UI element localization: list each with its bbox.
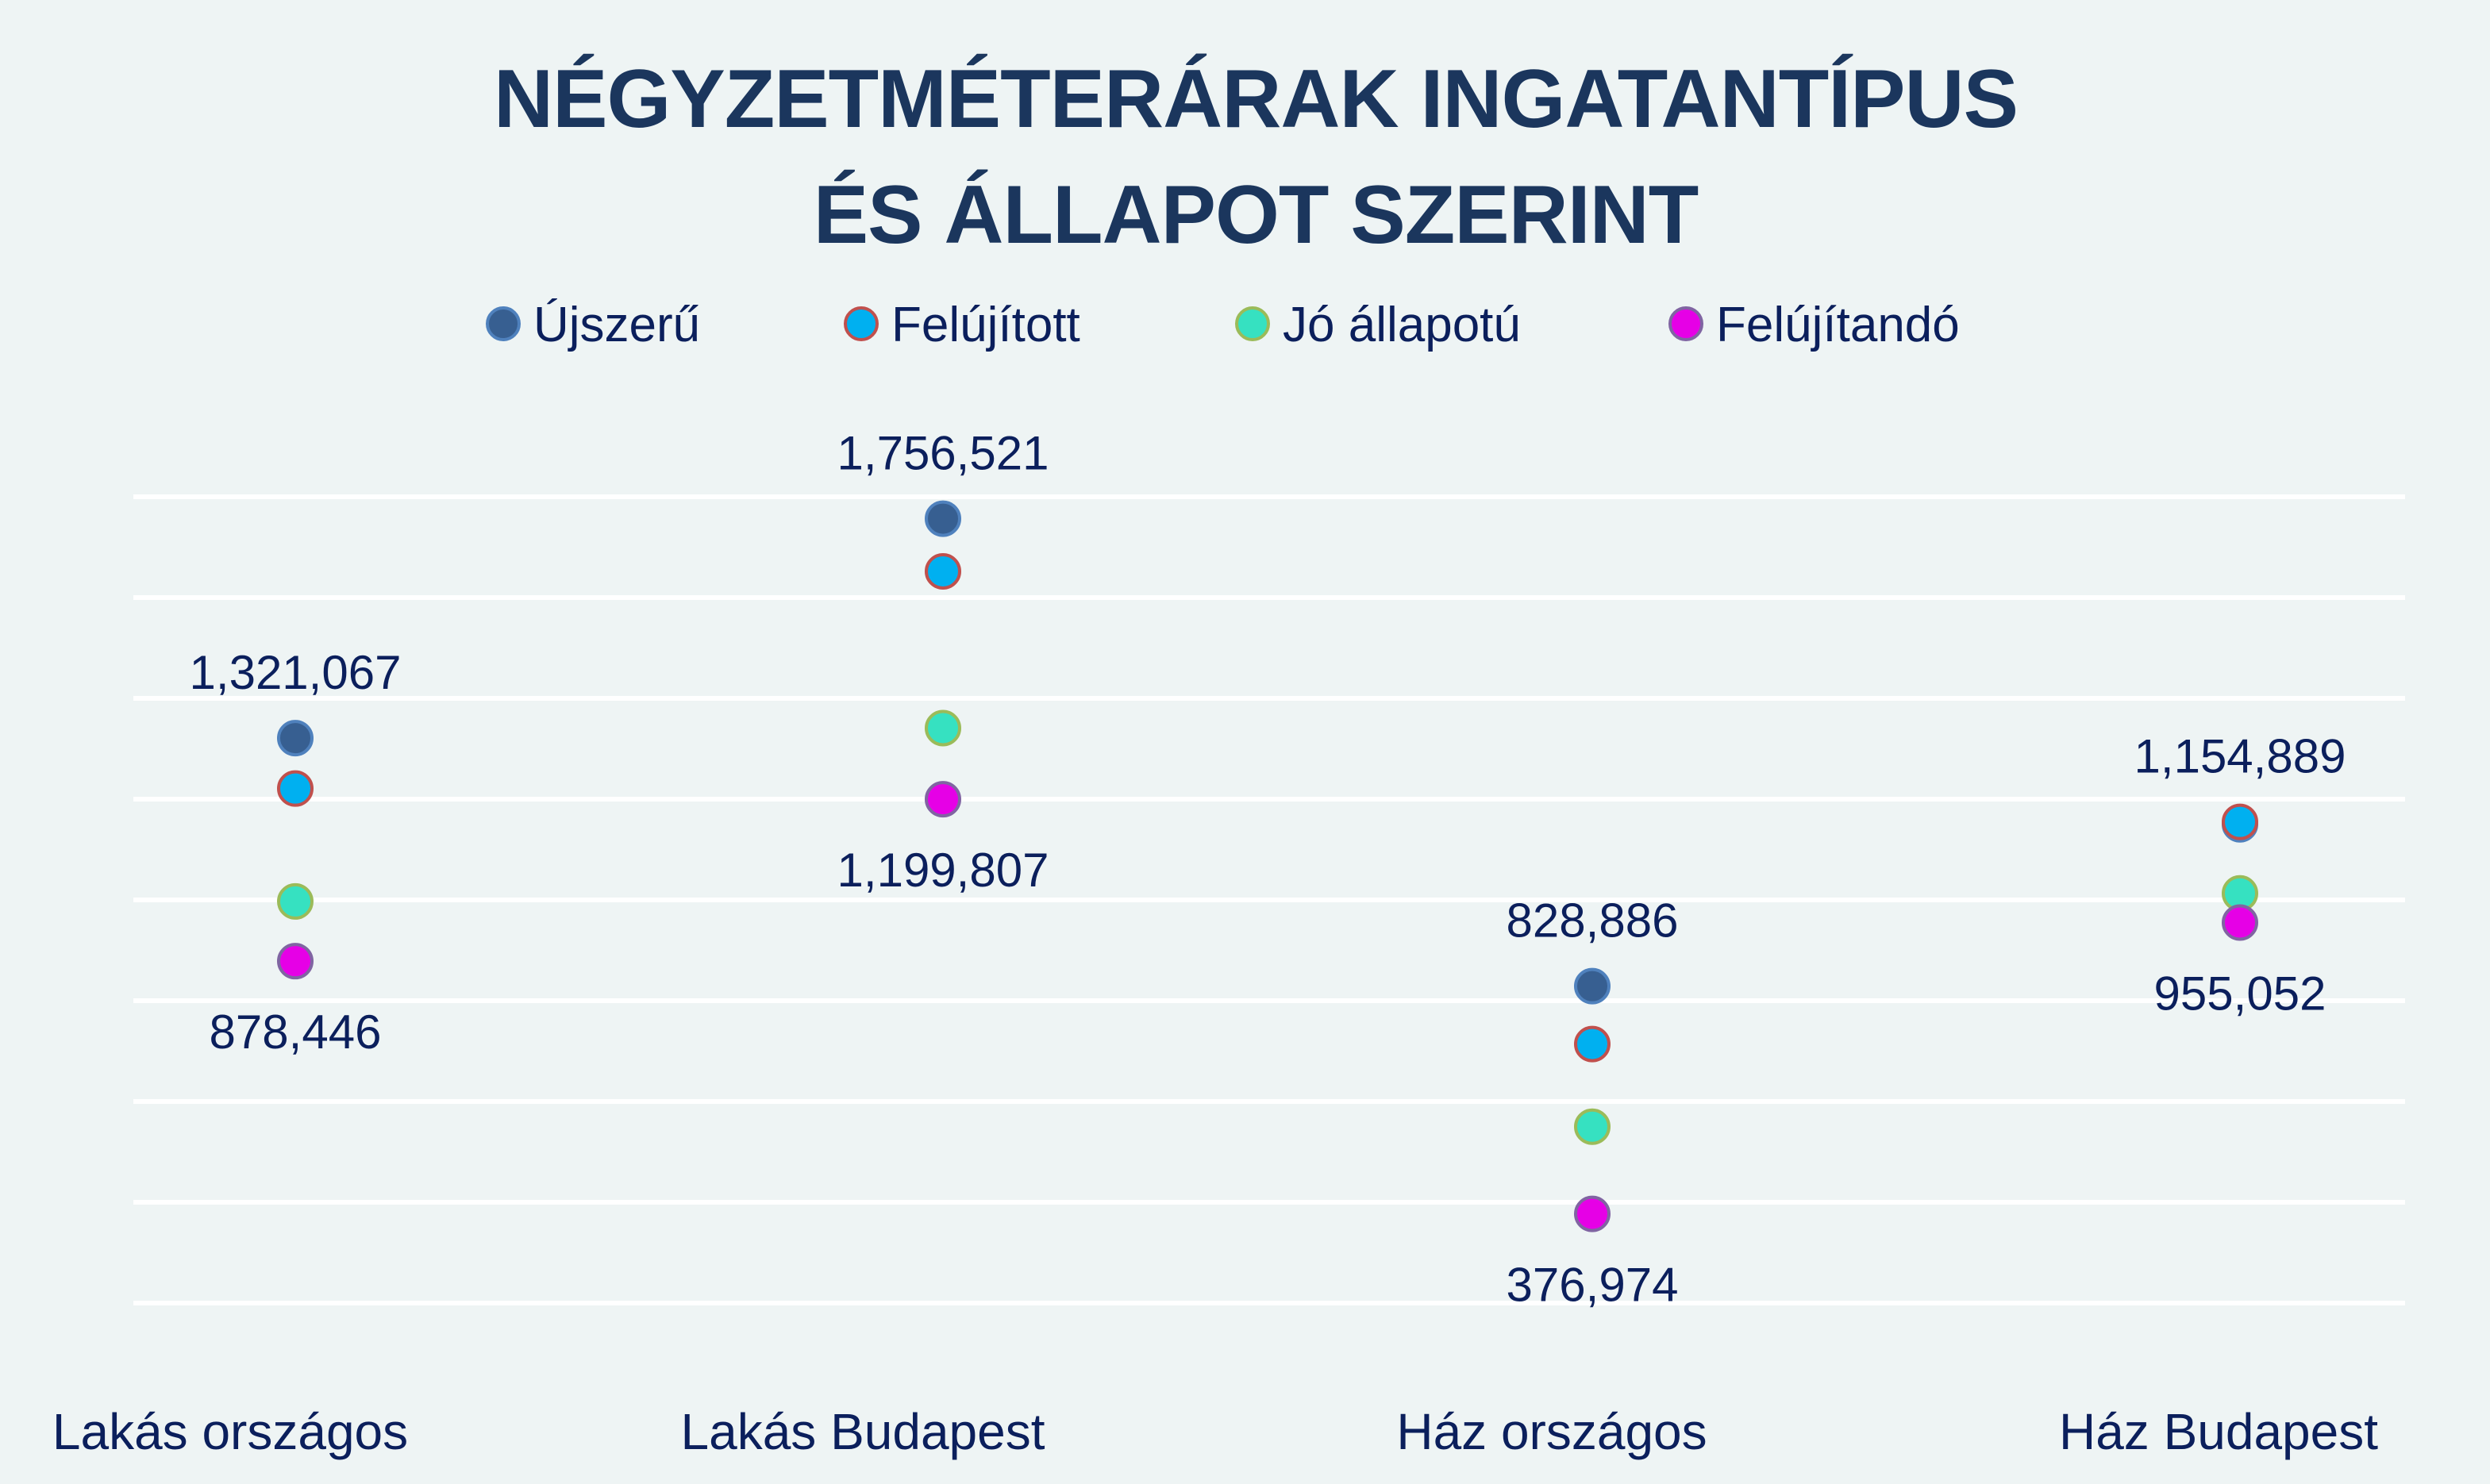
gridlines [133,494,2405,1305]
data-label-above-haz-orszagos: 828,886 [1507,894,1679,948]
legend-marker-icon [1668,306,1703,341]
legend-marker-icon [1235,306,1270,341]
point-jo-allapotu-lakas-budapest[interactable] [925,709,961,747]
legend-label: Újszerű [533,298,700,352]
point-ujszeru-haz-orszagos[interactable] [1574,967,1611,1005]
category-label-lakas-budapest: Lakás Budapest [681,1403,1045,1460]
point-ujszeru-lakas-orszagos[interactable] [277,720,314,757]
category-label-lakas-orszagos: Lakás országos [52,1403,408,1460]
legend-item-felujitott[interactable]: Felújított [844,298,1080,352]
legend-marker-icon [486,306,521,341]
point-felujitott-lakas-budapest[interactable] [925,552,961,590]
point-felujitott-lakas-orszagos[interactable] [277,770,314,807]
legend-label: Felújított [891,298,1080,352]
legend-item-jo-allapotu[interactable]: Jó állapotú [1235,298,1521,352]
data-label-above-lakas-budapest: 1,756,521 [837,427,1049,480]
data-points [277,500,2258,1232]
chart-title: NÉGYZETMÉTERÁRAK INGATANTÍPUS ÉS ÁLLAPOT… [494,53,2019,261]
point-felujitando-haz-orszagos[interactable] [1574,1195,1611,1232]
data-label-above-lakas-orszagos: 1,321,067 [190,646,402,699]
point-jo-allapotu-lakas-orszagos[interactable] [277,882,314,920]
legend-label: Felújítandó [1716,298,1960,352]
legend: Újszerű Felújított Jó állapotú Felújítandó [486,298,1960,352]
category-label-haz-budapest: Ház Budapest [2059,1403,2378,1460]
legend-item-ujszeru[interactable]: Újszerű [486,298,700,352]
title-line-1: NÉGYZETMÉTERÁRAK INGATANTÍPUS [494,53,2018,145]
data-label-below-haz-budapest: 955,052 [2154,967,2326,1021]
category-label-haz-orszagos: Ház országos [1396,1403,1707,1460]
title-line-2: ÉS ÁLLAPOT SZERINT [814,169,1699,261]
data-label-above-haz-budapest: 1,154,889 [2134,730,2346,783]
point-felujitott-haz-orszagos[interactable] [1574,1025,1611,1063]
legend-label: Jó állapotú [1283,298,1521,352]
data-labels: 1,321,067 878,446 1,756,521 1,199,807 828,88… [190,427,2346,1312]
point-felujitando-lakas-orszagos[interactable] [277,943,314,980]
data-label-below-haz-orszagos: 376,974 [1507,1259,1679,1312]
point-felujitott-haz-budapest[interactable] [2222,803,2258,840]
point-felujitando-haz-budapest[interactable] [2222,904,2258,941]
point-jo-allapotu-haz-orszagos[interactable] [1574,1108,1611,1145]
category-axis-labels: Lakás országos Lakás Budapest Ház országos… [52,1403,2378,1460]
point-ujszeru-lakas-budapest[interactable] [925,500,961,537]
legend-marker-icon [844,306,879,341]
data-label-below-lakas-orszagos: 878,446 [210,1005,382,1059]
legend-item-felujitando[interactable]: Felújítandó [1668,298,1960,352]
data-label-below-lakas-budapest: 1,199,807 [837,844,1049,897]
point-felujitando-lakas-budapest[interactable] [925,781,961,818]
